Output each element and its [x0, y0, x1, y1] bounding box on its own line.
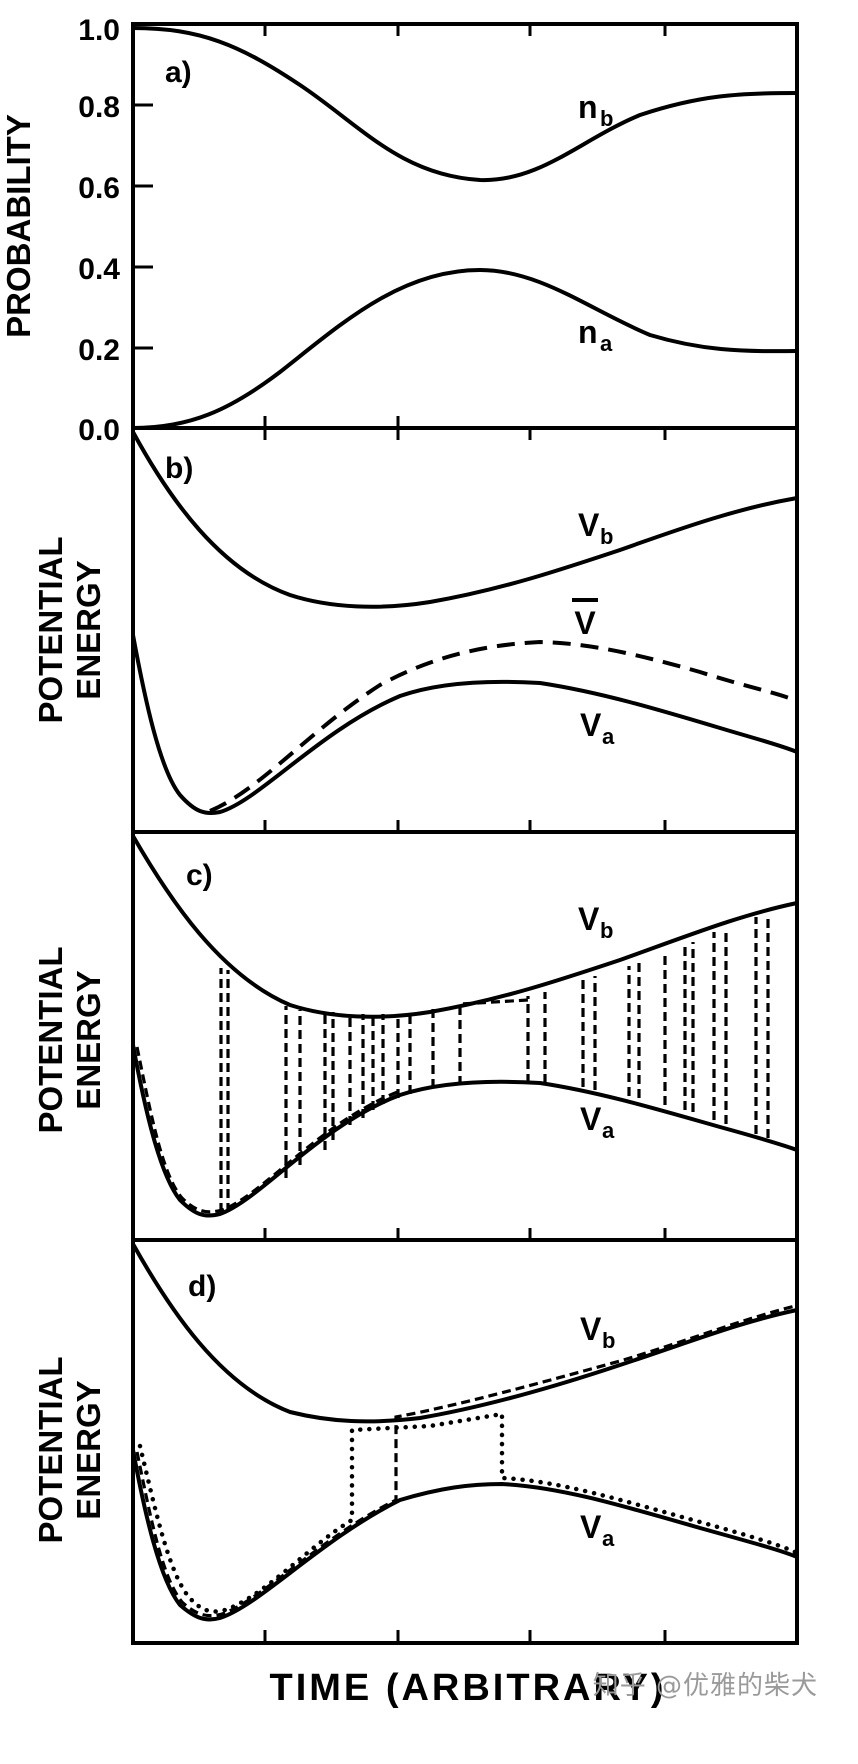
svg-text:V: V [574, 605, 596, 641]
svg-text:ENERGY: ENERGY [70, 970, 107, 1109]
label-v-b: V b [580, 1311, 615, 1353]
panel-c-frame [131, 830, 799, 1242]
svg-text:a: a [602, 1118, 615, 1143]
svg-text:V: V [578, 507, 600, 543]
curve-v-b [131, 834, 799, 1019]
label-v-bar: V [572, 598, 598, 641]
panel-c-ylabel: POTENTIAL ENERGY [32, 947, 107, 1134]
ytick-0.4: 0.4 [78, 253, 120, 286]
panel-b-ylabel: POTENTIAL ENERGY [32, 537, 107, 724]
panel-b-label: b) [165, 452, 193, 485]
trajectory-dotted [137, 1411, 798, 1614]
label-v-b: V b [578, 901, 613, 943]
x-axis-label: TIME (ARBITRARY) [270, 1667, 667, 1709]
ytick-1.0: 1.0 [78, 14, 120, 47]
panel-c: POTENTIAL ENERGY c) V b [32, 820, 799, 1242]
curve-v-a [131, 633, 799, 815]
label-n-a: n a [578, 314, 613, 356]
panel-d-frame [131, 1238, 799, 1645]
svg-text:POTENTIAL: POTENTIAL [32, 537, 69, 724]
svg-text:V: V [578, 901, 600, 937]
curve-v-b [131, 430, 799, 609]
svg-text:V: V [580, 707, 602, 743]
svg-text:n: n [578, 89, 598, 125]
panel-c-label: c) [186, 859, 213, 892]
panel-a-ylabel: PROBABILITY [0, 114, 37, 338]
curve-n-a [131, 268, 799, 430]
svg-text:n: n [578, 314, 598, 350]
label-v-a: V a [580, 707, 615, 749]
svg-text:POTENTIAL: POTENTIAL [32, 947, 69, 1134]
svg-text:b: b [600, 524, 613, 549]
label-v-a: V a [580, 1101, 615, 1143]
panel-a-y-ticks [133, 103, 153, 350]
curve-n-b [131, 26, 799, 183]
panel-d-x-ticks [263, 1228, 667, 1643]
svg-text:b: b [600, 918, 613, 943]
svg-text:b: b [602, 1328, 615, 1353]
hop-lines [219, 914, 770, 1212]
svg-text:ENERGY: ENERGY [70, 1380, 107, 1519]
svg-text:a: a [602, 724, 615, 749]
svg-text:ENERGY: ENERGY [70, 560, 107, 699]
label-v-b: V b [578, 507, 613, 549]
svg-text:a: a [602, 1526, 615, 1551]
ytick-0.8: 0.8 [78, 91, 120, 124]
panel-b-frame [131, 426, 799, 834]
label-v-a: V a [580, 1509, 615, 1551]
ytick-0.2: 0.2 [78, 334, 120, 367]
trajectory-bundle [135, 1046, 401, 1214]
watermark: 知乎 @优雅的柴犬 [592, 1671, 818, 1701]
panel-a-y-tick-labels: 1.0 0.8 0.6 0.4 0.2 0.0 [78, 14, 120, 447]
panel-a-x-ticks [263, 24, 667, 428]
panel-a-label: a) [165, 56, 192, 89]
panel-b: POTENTIAL ENERGY b) V b V V a [32, 426, 799, 834]
svg-text:a: a [600, 331, 613, 356]
panel-d-label: d) [188, 1270, 216, 1303]
ytick-0.0: 0.0 [78, 414, 120, 447]
panel-a: 1.0 0.8 0.6 0.4 0.2 0.0 PROBABILITY a) n… [0, 14, 799, 447]
curve-v-a [131, 1448, 799, 1622]
curve-v-bar [209, 639, 798, 813]
curve-v-b [131, 1242, 799, 1424]
svg-text:V: V [580, 1101, 602, 1137]
svg-text:POTENTIAL: POTENTIAL [32, 1357, 69, 1544]
svg-text:V: V [580, 1311, 602, 1347]
label-n-b: n b [578, 89, 613, 131]
panel-b-x-ticks [263, 428, 667, 832]
curve-v-a [131, 1043, 799, 1218]
trajectory-dashed [135, 1304, 796, 1618]
svg-text:b: b [600, 106, 613, 131]
panel-d-ylabel: POTENTIAL ENERGY [32, 1357, 107, 1544]
ytick-0.6: 0.6 [78, 172, 120, 205]
panel-a-frame [131, 22, 799, 430]
panel-d: POTENTIAL ENERGY d) V b V a [32, 1228, 799, 1645]
svg-text:V: V [580, 1509, 602, 1545]
